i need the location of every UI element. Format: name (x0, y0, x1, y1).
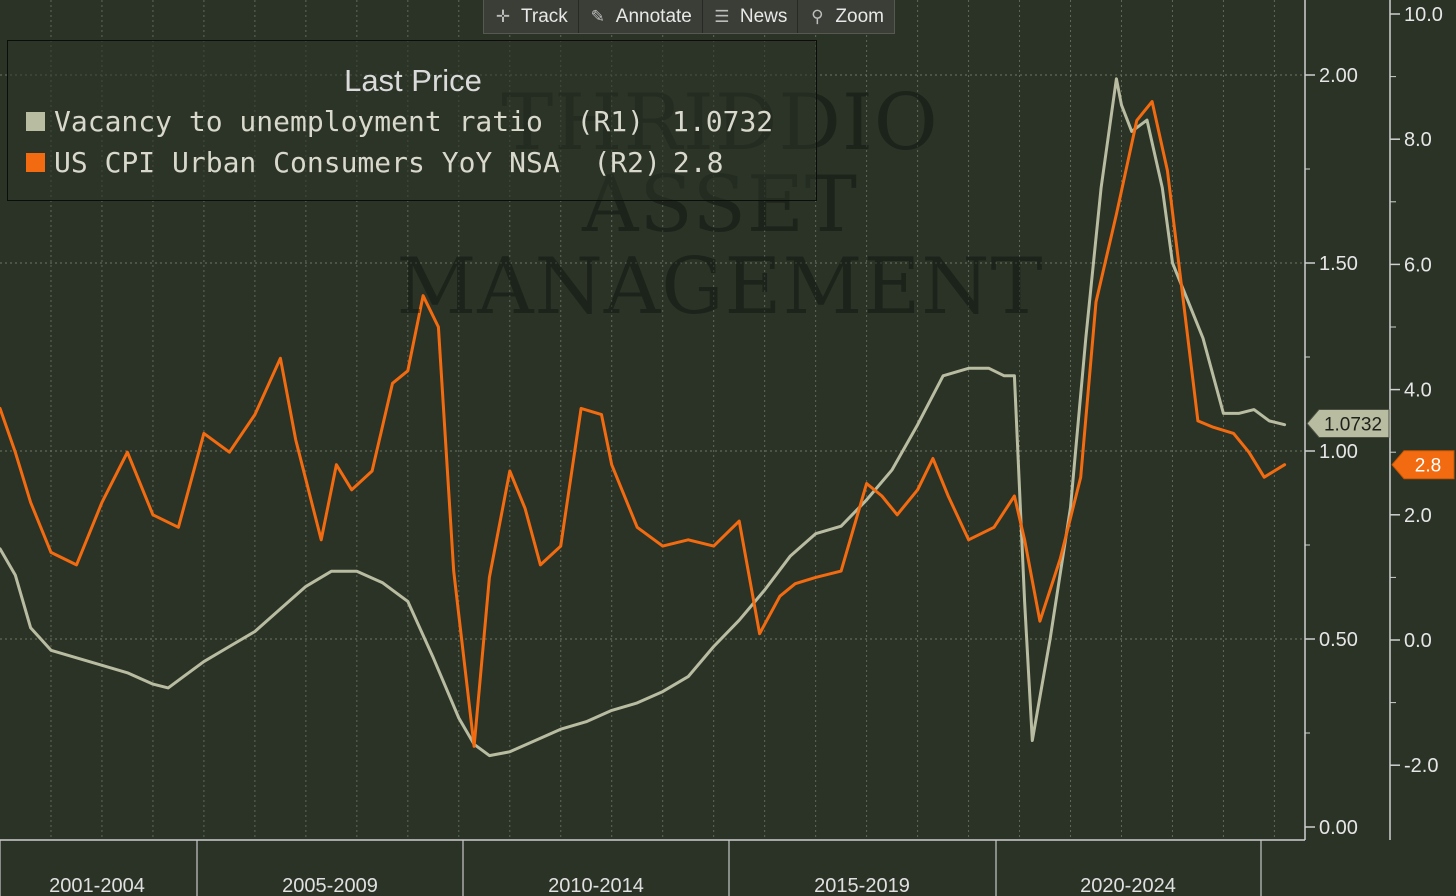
legend-swatch-vacancy (26, 112, 45, 131)
legend-name-cpi: US CPI Urban Consumers YoY NSA (R2) (54, 146, 661, 179)
zoom-button[interactable]: ⚲ Zoom (798, 0, 894, 33)
chart-toolbar: ✛ Track ✎ Annotate ☰ News ⚲ Zoom (483, 0, 895, 34)
legend-value-vacancy: 1.0732 (672, 105, 774, 138)
legend-value-cpi: 2.8 (672, 146, 724, 179)
annotate-button[interactable]: ✎ Annotate (578, 0, 703, 33)
r1-tick-label: 0.00 (1319, 817, 1358, 839)
track-button[interactable]: ✛ Track (484, 0, 579, 33)
r2-tick-label: 8.0 (1404, 129, 1432, 151)
last-value-tag-label: 1.0732 (1324, 414, 1382, 435)
series-line-vacancy-ratio[interactable] (0, 77, 1287, 758)
x-axis-band (0, 840, 1456, 896)
r2-tick-label: 4.0 (1404, 380, 1432, 402)
series-line-cpi-yoy[interactable] (0, 100, 1287, 748)
magnifier-icon: ⚲ (811, 6, 824, 26)
annotate-label: Annotate (615, 5, 692, 27)
legend-swatch-cpi (26, 153, 45, 172)
news-button[interactable]: ☰ News (702, 0, 799, 33)
r1-tick-label: 1.50 (1319, 253, 1358, 275)
last-value-tag-bg (1306, 408, 1390, 438)
r2-tick-label: 10.0 (1404, 4, 1443, 26)
news-label: News (739, 5, 788, 27)
x-tick-label: 2010-2014 (548, 875, 644, 896)
pencil-icon: ✎ (590, 6, 605, 26)
x-tick-label: 2020-2024 (1080, 875, 1176, 896)
track-label: Track (521, 5, 568, 27)
x-tick-label: 2005-2009 (282, 875, 378, 896)
r2-tick-label: -2.0 (1404, 755, 1438, 777)
r2-tick-label: 6.0 (1404, 254, 1432, 276)
r1-tick-label: 0.50 (1319, 629, 1358, 651)
r2-tick-label: 0.0 (1404, 630, 1432, 652)
legend-title: Last Price (344, 63, 482, 98)
legend-entry-vacancy: Vacancy to unemployment ratio (R1) 1.073… (26, 105, 773, 138)
r2-tick-label: 2.0 (1404, 505, 1432, 527)
legend-entry-cpi: US CPI Urban Consumers YoY NSA (R2) 2.8 (26, 146, 723, 179)
zoom-label: Zoom (835, 5, 884, 27)
last-value-tag-label: 2.8 (1415, 456, 1441, 477)
r1-tick-label: 1.00 (1319, 441, 1358, 463)
x-tick-label: 2015-2019 (814, 875, 910, 896)
legend-box: Last Price Vacancy to unemployment ratio… (7, 40, 817, 201)
x-tick-label: 2001-2004 (49, 875, 145, 896)
crosshair-icon: ✛ (495, 6, 511, 26)
news-icon: ☰ (714, 6, 730, 26)
legend-name-vacancy: Vacancy to unemployment ratio (R1) (54, 105, 645, 138)
last-value-tag-bg (1391, 450, 1455, 480)
r1-tick-label: 2.00 (1319, 65, 1358, 87)
